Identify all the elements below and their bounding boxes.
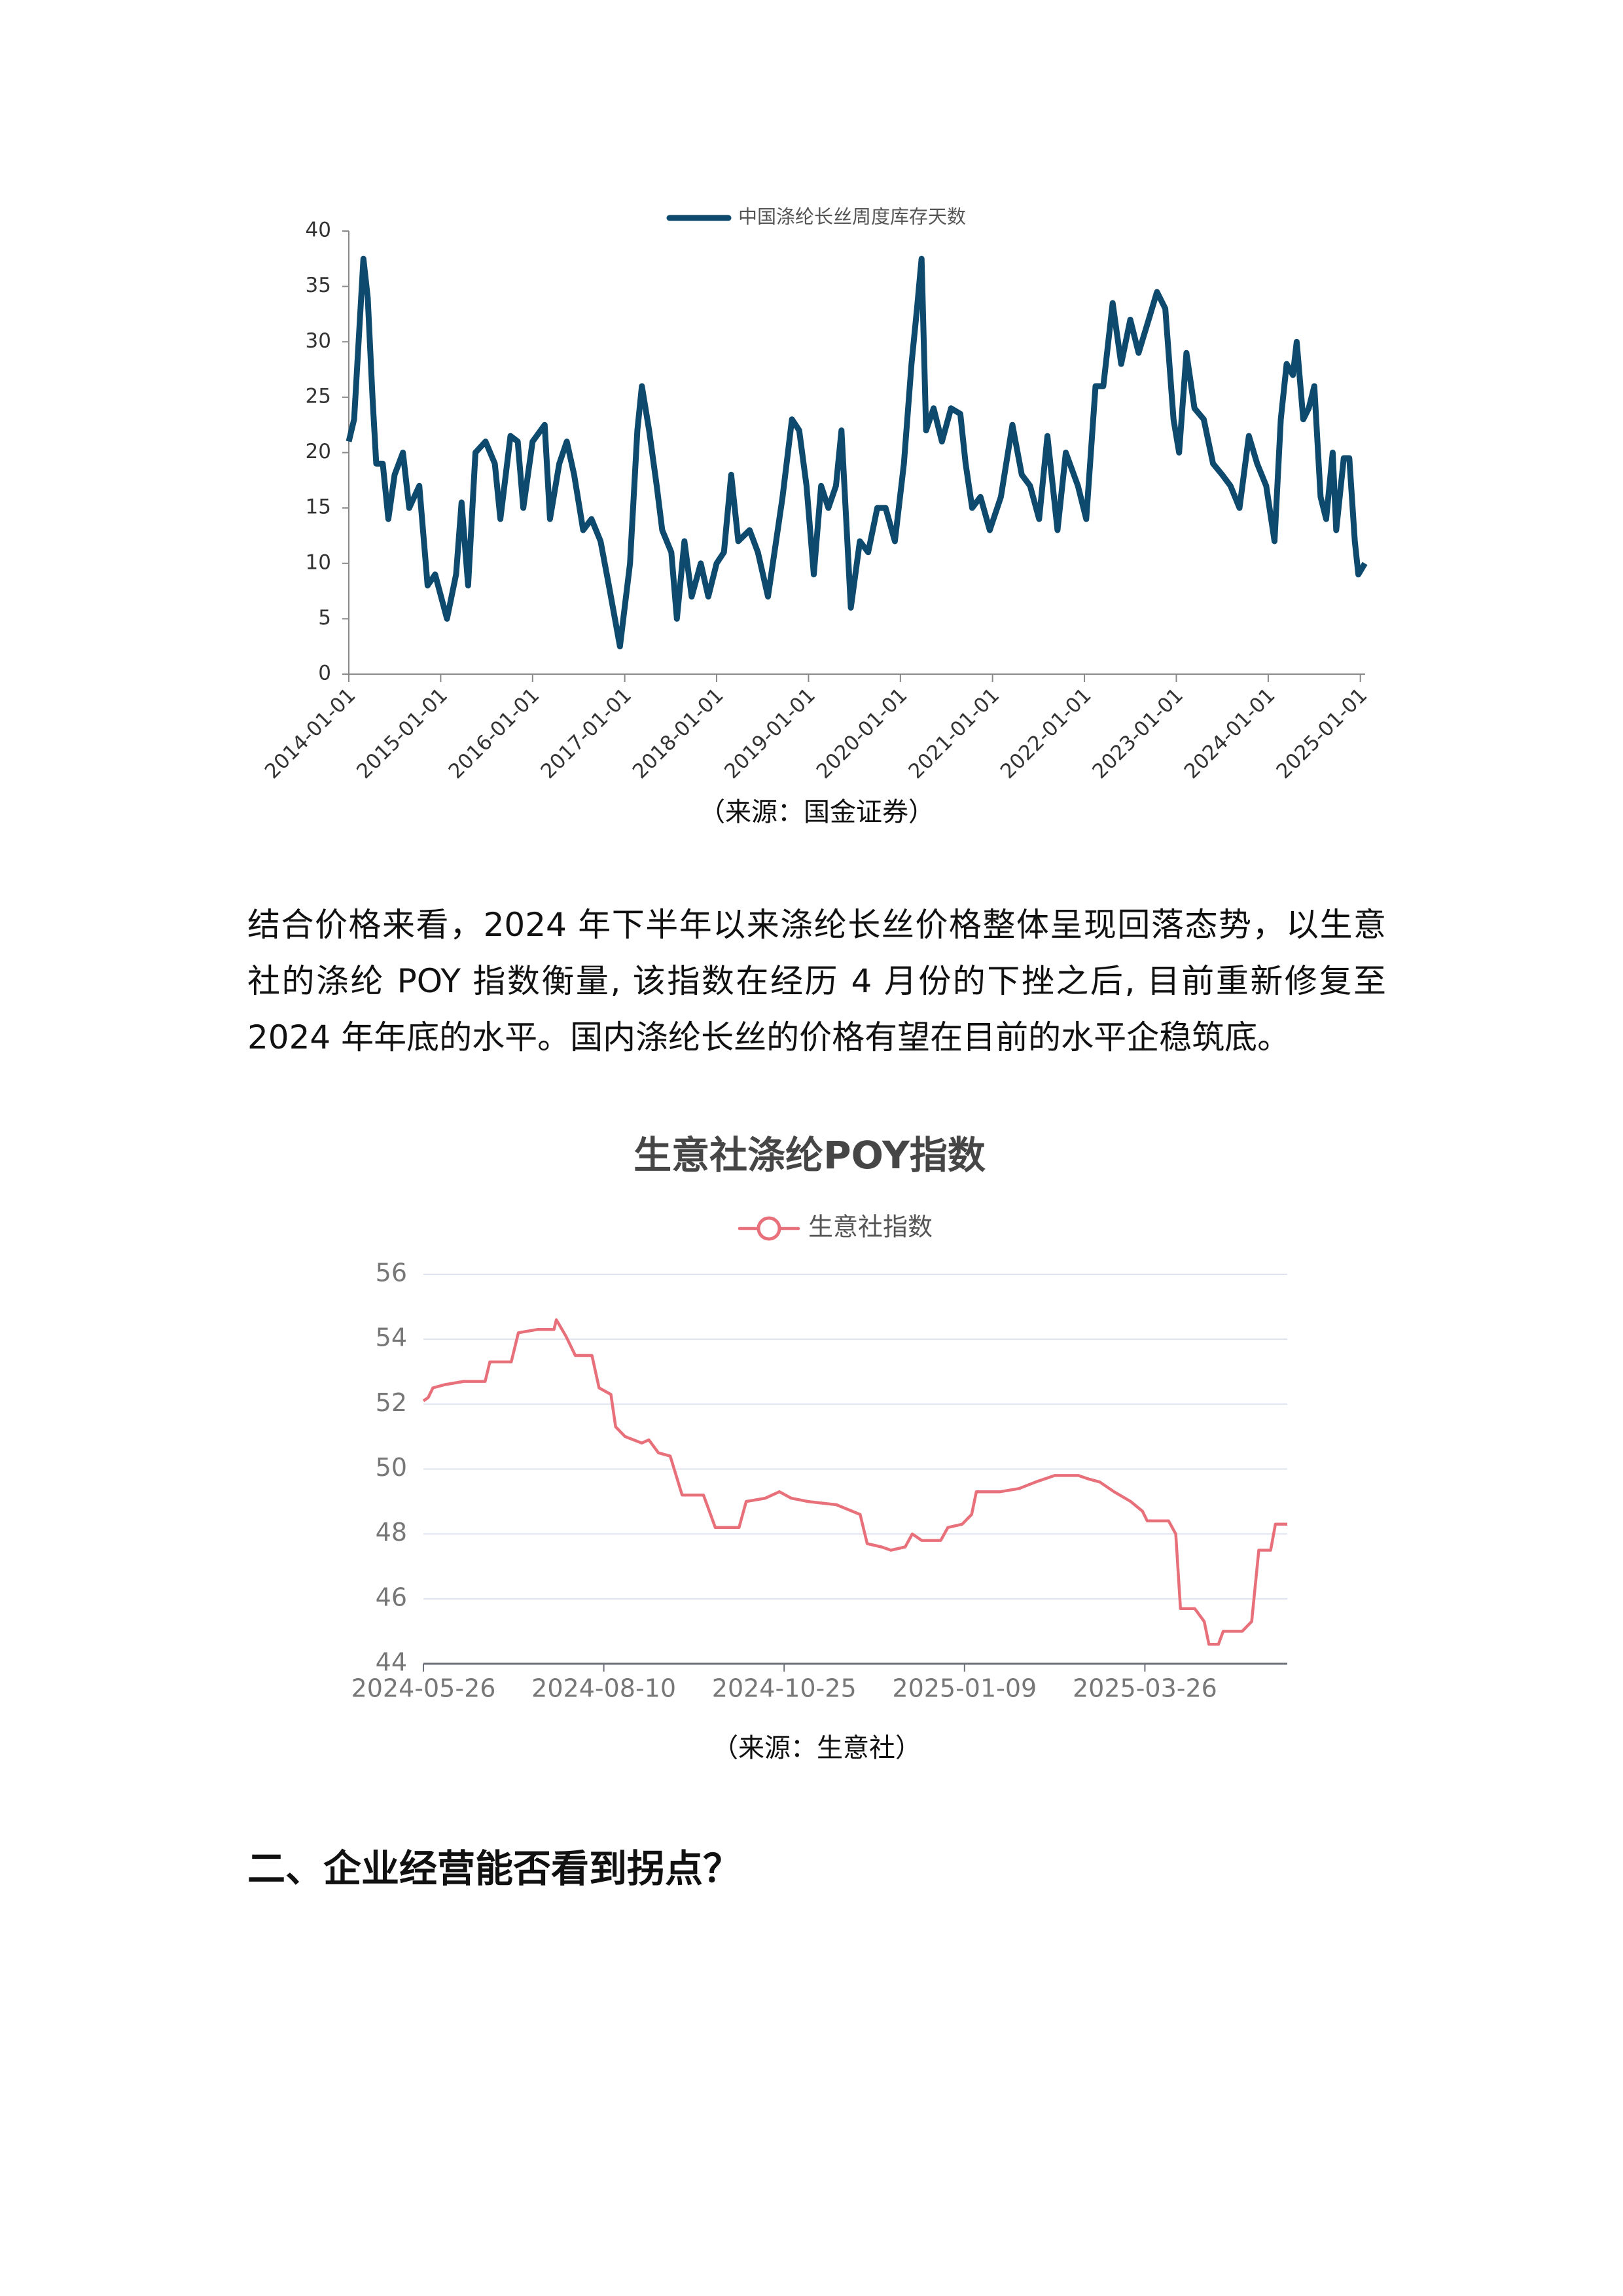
x-tick-label: 2023-01-01 — [1088, 683, 1188, 783]
x-tick-label: 2017-01-01 — [536, 683, 636, 783]
x-tick-label: 2021-01-01 — [904, 683, 1004, 783]
y-tick-label: 25 — [306, 384, 331, 408]
section-heading: 二、企业经营能否看到拐点？ — [247, 1846, 741, 1891]
chart-title: 生意社涤纶POY指数 — [633, 1133, 986, 1177]
x-tick-label: 2024-05-26 — [351, 1674, 496, 1703]
y-tick-label: 46 — [376, 1583, 407, 1611]
y-tick-label: 20 — [306, 440, 331, 463]
data-line — [422, 1318, 1287, 1646]
data-line — [346, 255, 1368, 650]
x-tick-label: 2025-03-26 — [1073, 1674, 1217, 1703]
caption: （来源：国金证券） — [699, 797, 935, 827]
x-tick-label: 2025-01-01 — [1272, 683, 1372, 783]
y-tick-label: 54 — [376, 1323, 407, 1352]
y-tick-label: 56 — [376, 1259, 407, 1287]
x-tick-label: 2020-01-01 — [812, 683, 912, 783]
x-tick-label: 2024-10-25 — [712, 1674, 857, 1703]
x-tick-label: 2019-01-01 — [720, 683, 820, 783]
x-tick-label: 2025-01-09 — [892, 1674, 1037, 1703]
legend-label: 中国涤纶长丝周度库存天数 — [738, 206, 966, 228]
x-tick-label: 2024-01-01 — [1180, 683, 1280, 783]
legend-marker — [757, 1216, 781, 1241]
x-tick-label: 2024-08-10 — [531, 1674, 676, 1703]
legend-label: 生意社指数 — [808, 1213, 933, 1242]
y-tick-label: 40 — [306, 219, 331, 242]
x-tick-label: 2014-01-01 — [260, 683, 361, 783]
y-tick-label: 0 — [318, 662, 331, 685]
x-tick-label: 2018-01-01 — [628, 683, 728, 783]
y-tick-label: 30 — [306, 329, 331, 353]
y-tick-label: 44 — [376, 1648, 407, 1677]
y-tick-label: 48 — [376, 1518, 407, 1547]
x-tick-label: 2022-01-01 — [996, 683, 1096, 783]
y-tick-label: 35 — [306, 274, 331, 297]
paragraph: 结合价格来看，2024 年下半年以来涤纶长丝价格整体呈现回落态势，以生意社的涤纶… — [247, 906, 1386, 1056]
y-tick-label: 10 — [306, 550, 331, 574]
y-tick-label: 50 — [376, 1453, 407, 1482]
caption: （来源：生意社） — [712, 1733, 921, 1763]
y-tick-label: 52 — [376, 1388, 407, 1417]
y-tick-label: 5 — [318, 606, 331, 630]
y-tick-label: 15 — [306, 495, 331, 519]
x-tick-label: 2015-01-01 — [352, 683, 452, 783]
x-tick-label: 2016-01-01 — [444, 683, 544, 783]
